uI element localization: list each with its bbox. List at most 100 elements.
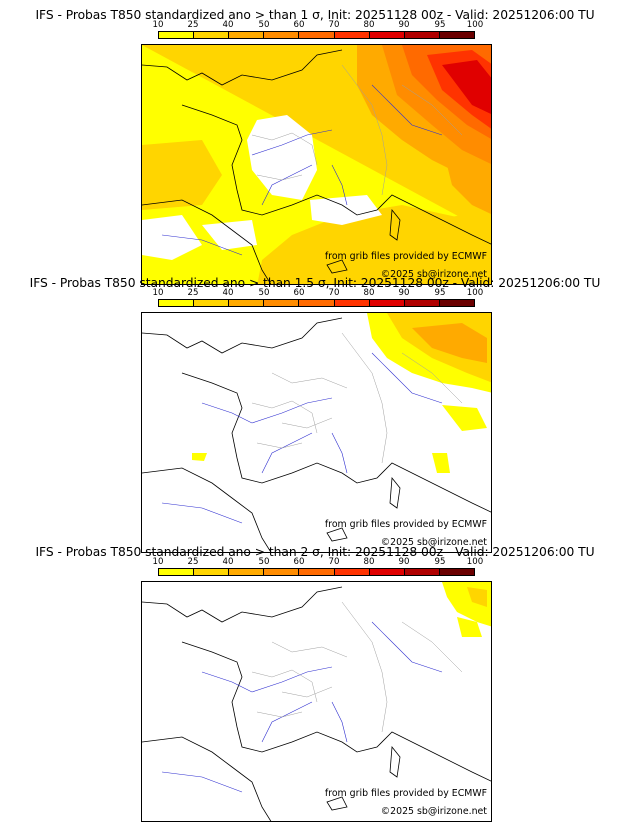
scale-labels: 10 25 40 50 60 70 80 90 95 100 — [153, 557, 484, 567]
map-panel-1: IFS - Probas T850 standardized ano > tha… — [0, 8, 630, 285]
scale-tick: 50 — [258, 557, 270, 567]
scale-tick: 40 — [222, 20, 234, 30]
scale-swatch — [194, 569, 230, 575]
scale-tick: 90 — [398, 288, 410, 298]
source-credit: from grib files provided by ECMWF — [324, 251, 487, 262]
prob-field-alps — [442, 405, 487, 431]
scale-tick: 80 — [363, 288, 375, 298]
scale-tick: 100 — [466, 557, 484, 567]
scale-tick: 10 — [152, 20, 164, 30]
color-scale: 10 25 40 50 60 70 80 90 95 100 — [153, 20, 484, 40]
scale-tick: 50 — [258, 20, 270, 30]
panel-title: IFS - Probas T850 standardized ano > tha… — [29, 276, 601, 290]
admin-borders — [251, 601, 463, 733]
prob-field-below-10-atlantic — [142, 215, 202, 260]
prob-field-40-50 — [412, 323, 487, 363]
admin-borders — [251, 64, 463, 196]
scale-labels: 10 25 40 50 60 70 80 90 95 100 — [153, 20, 484, 30]
scale-swatch — [264, 300, 300, 306]
rivers — [161, 621, 443, 793]
scale-tick: 95 — [434, 288, 446, 298]
panel-title: IFS - Probas T850 standardized ano > tha… — [35, 8, 595, 22]
scale-tick: 40 — [222, 288, 234, 298]
rivers — [161, 352, 443, 524]
probability-map: from grib files provided by ECMWF ©2025 … — [141, 312, 492, 553]
source-credit: from grib files provided by ECMWF — [324, 519, 487, 530]
scale-swatch — [229, 569, 265, 575]
copyright-credit: ©2025 sb@irizone.net — [380, 537, 487, 548]
scale-swatch — [404, 300, 440, 306]
scale-swatch — [229, 300, 265, 306]
scale-tick: 90 — [398, 20, 410, 30]
prob-field-spot-italy — [432, 453, 450, 473]
scale-swatch — [404, 569, 440, 575]
scale-tick: 70 — [328, 288, 340, 298]
color-scale: 10 25 40 50 60 70 80 90 95 100 — [153, 557, 484, 577]
probability-map: from grib files provided by ECMWF ©2025 … — [141, 44, 492, 285]
prob-field-below-10-sea — [310, 195, 382, 225]
map-canvas — [142, 45, 491, 284]
scale-tick: 60 — [293, 288, 305, 298]
scale-swatch — [194, 32, 230, 38]
scale-tick: 95 — [434, 557, 446, 567]
scale-tick: 70 — [328, 557, 340, 567]
coastline — [142, 586, 491, 821]
rivers — [161, 84, 443, 256]
prob-field-80-90 — [442, 60, 491, 115]
copyright-credit: ©2025 sb@irizone.net — [380, 269, 487, 280]
scale-swatch — [299, 32, 335, 38]
scale-tick: 60 — [293, 557, 305, 567]
scale-tick: 100 — [466, 20, 484, 30]
scale-swatch — [369, 569, 405, 575]
scale-swatch — [439, 32, 474, 38]
prob-field-10-25-b — [457, 617, 482, 637]
color-scale: 10 25 40 50 60 70 80 90 95 100 — [153, 288, 484, 308]
scale-bar — [158, 299, 475, 307]
scale-tick: 10 — [152, 557, 164, 567]
probability-map: from grib files provided by ECMWF ©2025 … — [141, 581, 492, 822]
scale-swatch — [369, 300, 405, 306]
scale-swatch — [159, 32, 195, 38]
scale-tick: 100 — [466, 288, 484, 298]
scale-swatch — [299, 569, 335, 575]
scale-bar — [158, 31, 475, 39]
scale-tick: 25 — [187, 288, 199, 298]
map-panel-3: IFS - Probas T850 standardized ano > tha… — [0, 545, 630, 822]
scale-swatch — [159, 569, 195, 575]
prob-field-25-40 — [467, 587, 487, 607]
scale-labels: 10 25 40 50 60 70 80 90 95 100 — [153, 288, 484, 298]
scale-tick: 95 — [434, 20, 446, 30]
scale-swatch — [159, 300, 195, 306]
map-canvas — [142, 313, 491, 552]
scale-tick: 25 — [187, 20, 199, 30]
map-panel-2: IFS - Probas T850 standardized ano > tha… — [0, 276, 630, 553]
scale-tick: 40 — [222, 557, 234, 567]
prob-field-below-10-iberia — [202, 220, 257, 250]
source-credit: from grib files provided by ECMWF — [324, 788, 487, 799]
prob-field-spot-west — [192, 453, 207, 461]
prob-field-below-10 — [247, 115, 317, 200]
scale-tick: 90 — [398, 557, 410, 567]
scale-swatch — [439, 300, 474, 306]
scale-swatch — [334, 32, 370, 38]
scale-tick: 80 — [363, 557, 375, 567]
scale-bar — [158, 568, 475, 576]
map-canvas — [142, 582, 491, 821]
scale-tick: 80 — [363, 20, 375, 30]
coastline — [142, 49, 491, 284]
scale-tick: 50 — [258, 288, 270, 298]
scale-swatch — [334, 569, 370, 575]
map-background — [142, 582, 491, 821]
scale-tick: 70 — [328, 20, 340, 30]
scale-swatch — [369, 32, 405, 38]
scale-swatch — [404, 32, 440, 38]
scale-swatch — [334, 300, 370, 306]
prob-field-alps — [447, 160, 491, 215]
scale-tick: 25 — [187, 557, 199, 567]
scale-tick: 60 — [293, 20, 305, 30]
scale-swatch — [264, 32, 300, 38]
copyright-credit: ©2025 sb@irizone.net — [380, 806, 487, 817]
scale-swatch — [229, 32, 265, 38]
admin-borders — [251, 332, 463, 464]
prob-field-west — [142, 140, 222, 210]
